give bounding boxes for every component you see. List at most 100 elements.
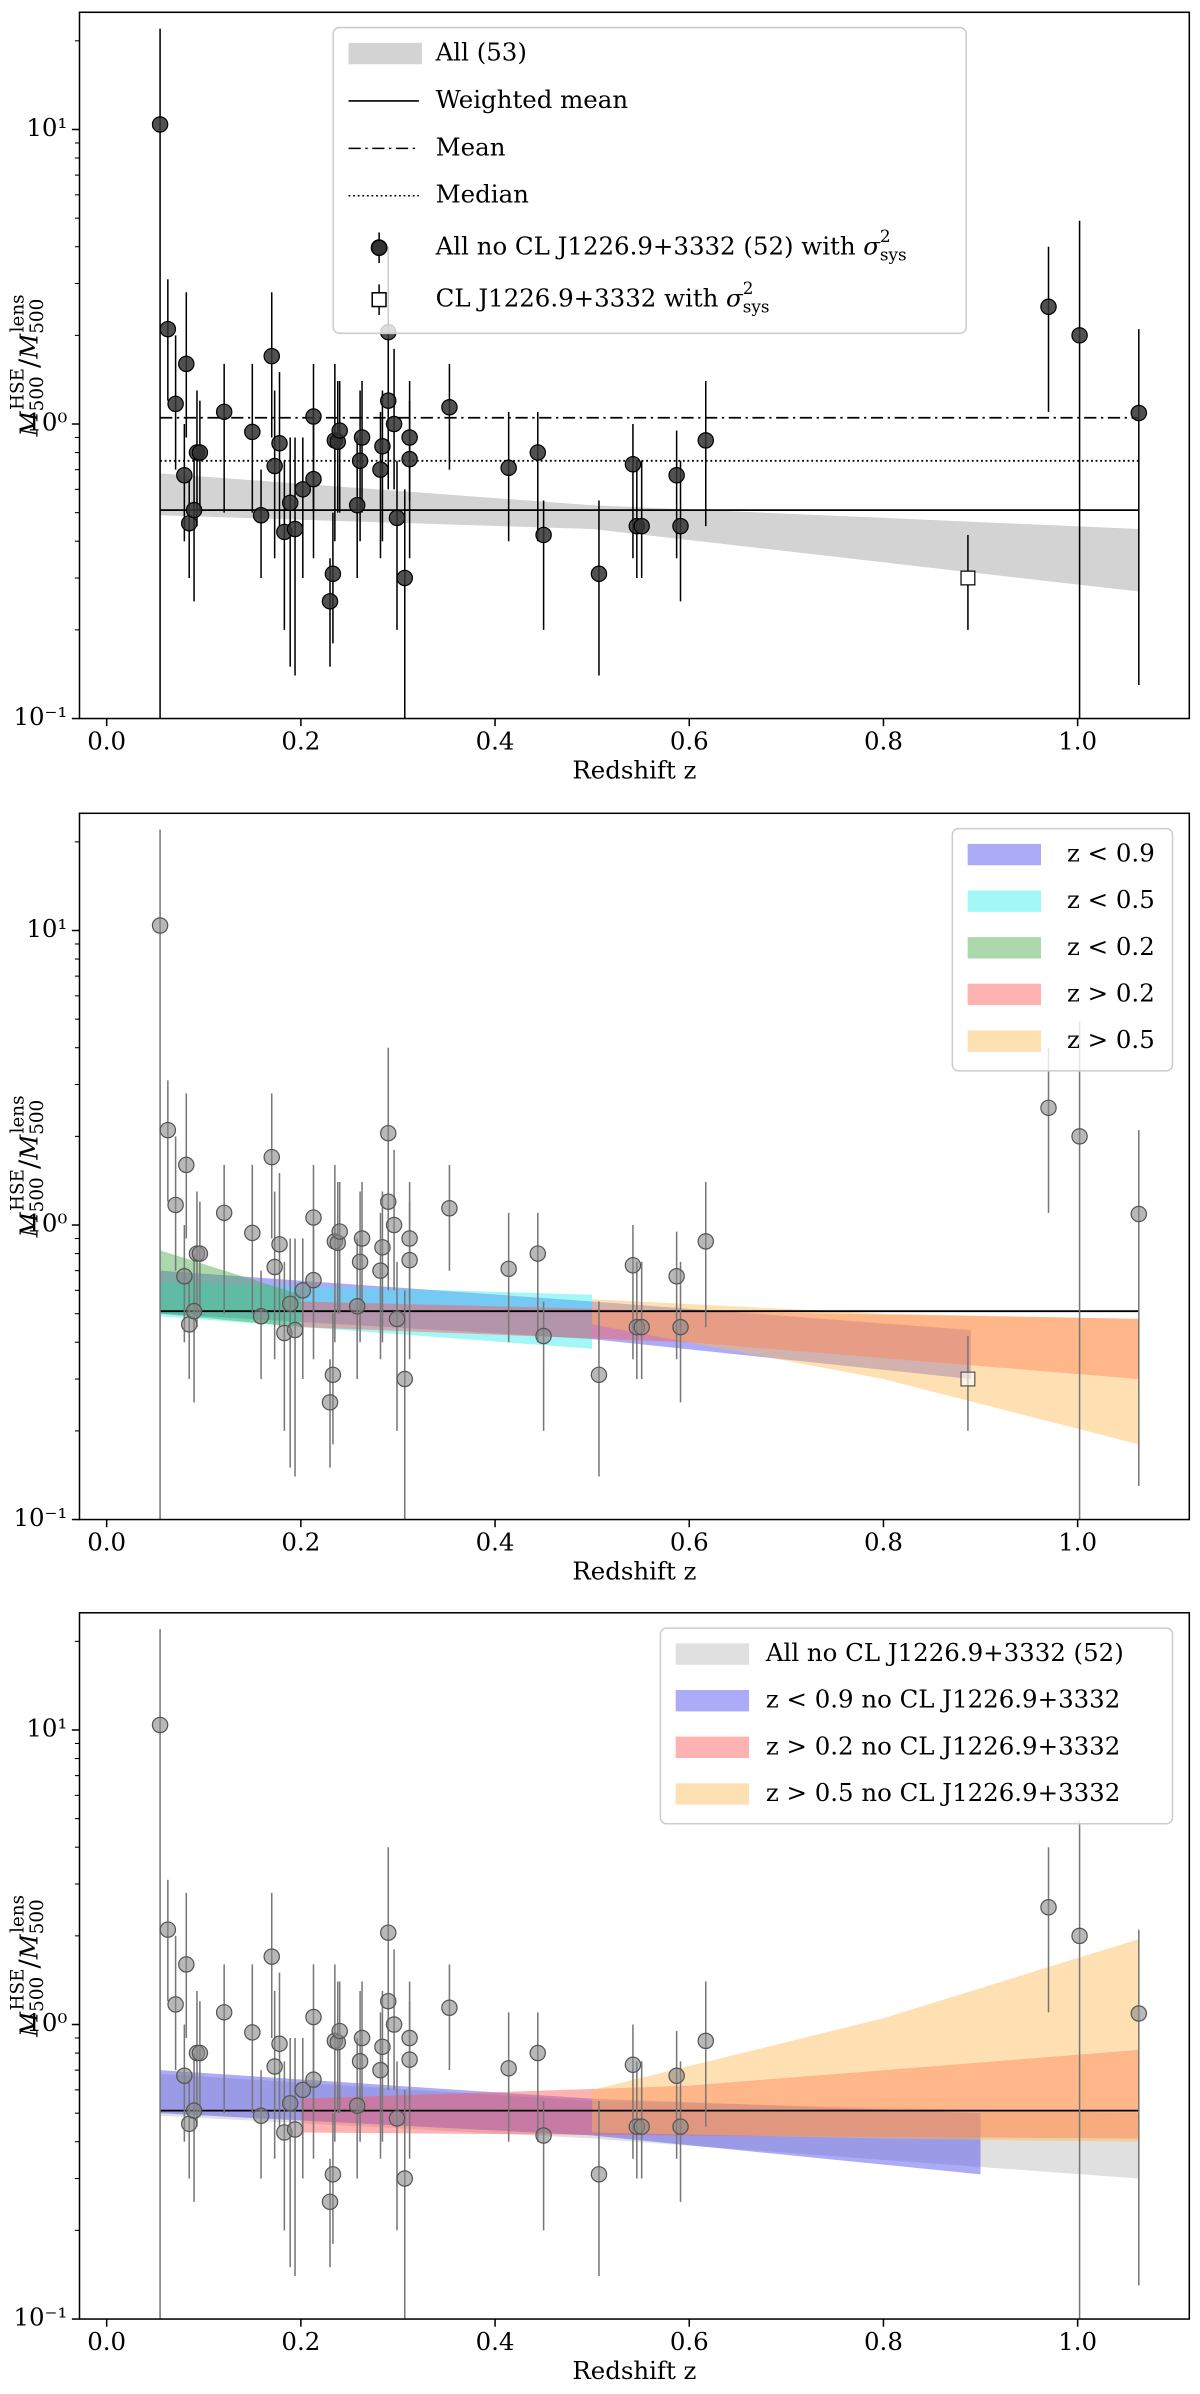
- point: [244, 423, 261, 441]
- point: [441, 1200, 458, 1217]
- x-tick-label: 0.6: [670, 1528, 709, 1557]
- point: [668, 1267, 685, 1285]
- point: [388, 2110, 406, 2127]
- point: [266, 2058, 283, 2075]
- x-tick-label: 0.8: [864, 2327, 903, 2356]
- point: [535, 1327, 552, 1345]
- point: [263, 347, 280, 365]
- axes-frame: [78, 11, 1191, 720]
- band: [592, 1939, 1139, 2142]
- y-tick-label: 10⁰: [26, 408, 67, 437]
- x-tick-label: 1.0: [1058, 726, 1097, 755]
- point: [271, 435, 288, 452]
- x-tick-label: 0.4: [476, 2327, 515, 2356]
- point: [263, 1148, 280, 1166]
- legend-swatch: [967, 890, 1042, 912]
- text-part: 500: [27, 1177, 48, 1212]
- y-tick-label: 10⁻¹: [13, 1503, 67, 1532]
- point: [348, 496, 366, 514]
- x-tick-label: 0.8: [864, 1528, 903, 1557]
- x-tick-label: 1.0: [1058, 1528, 1097, 1557]
- legend-label: All (53): [435, 37, 527, 66]
- legend-swatch: [967, 843, 1042, 866]
- text-part: 2: [880, 226, 891, 246]
- point: [672, 1318, 689, 1336]
- point: [624, 456, 642, 473]
- point: [590, 1366, 608, 1384]
- point: [215, 403, 233, 421]
- point: [305, 1271, 322, 1289]
- point: [353, 2029, 371, 2047]
- y-tick-label: 10¹: [26, 1713, 67, 1742]
- legend-swatch: [967, 983, 1042, 1006]
- text-part: 500: [27, 1977, 48, 2012]
- text-part: lens: [7, 294, 28, 332]
- x-axis-label: Redshift z: [572, 2356, 696, 2385]
- legend-label: Median: [436, 179, 530, 208]
- x-tick-label: 0.0: [87, 726, 126, 755]
- legend-swatch: [348, 42, 422, 65]
- legend-swatch: [967, 937, 1042, 959]
- text-part: 2: [743, 277, 754, 297]
- text-part: sys: [743, 296, 770, 316]
- legend-box: [332, 26, 967, 335]
- point: [697, 432, 715, 449]
- legend-swatch: [675, 1783, 750, 1805]
- text-part: Weighted mean: [436, 84, 629, 113]
- point: [321, 593, 339, 610]
- legend-swatch: [370, 239, 388, 257]
- legend-label: Mean: [436, 132, 506, 161]
- point: [372, 1262, 389, 1279]
- legend-swatch: [675, 1643, 750, 1665]
- plot-area: [151, 829, 1148, 1520]
- y-tick-label: 10⁰: [26, 1209, 67, 1238]
- point: [191, 1245, 209, 1262]
- point: [151, 917, 169, 934]
- text-part: /: [13, 358, 45, 368]
- text-part: sys: [880, 244, 907, 264]
- point: [215, 2004, 233, 2021]
- point: [388, 509, 406, 527]
- point: [380, 1924, 397, 1941]
- text-part: 500: [27, 299, 48, 334]
- point: [396, 1370, 414, 1388]
- x-tick-label: 0.6: [670, 2327, 709, 2356]
- point: [348, 1297, 366, 1315]
- point: [441, 1999, 458, 2017]
- point: [321, 2193, 339, 2211]
- point: [960, 570, 976, 586]
- point: [281, 1295, 299, 1313]
- band: [300, 2049, 1139, 2139]
- point: [252, 506, 270, 524]
- legend-label: Weighted mean: [436, 84, 629, 113]
- point: [535, 2127, 552, 2144]
- point: [385, 1216, 403, 1234]
- point: [385, 415, 403, 433]
- text-part: HSE: [7, 1169, 28, 1211]
- point: [305, 408, 322, 425]
- point: [351, 2053, 369, 2070]
- point: [374, 2038, 391, 2056]
- point: [401, 2051, 418, 2068]
- point: [294, 481, 312, 498]
- point: [396, 2170, 414, 2187]
- text-part: 500: [27, 1899, 48, 1934]
- text-part: z > 0.5: [1067, 1025, 1155, 1054]
- point: [252, 1308, 270, 1325]
- text-part: σ: [726, 283, 744, 312]
- point: [668, 2067, 685, 2084]
- legend: All no CL J1226.9+3332 (52) z < 0.9 no CL…: [659, 1627, 1174, 1825]
- y-tick-label: 10⁻¹: [13, 2303, 67, 2332]
- point: [215, 1204, 233, 1222]
- point: [305, 2008, 322, 2026]
- text-part: lens: [7, 1095, 28, 1133]
- point: [351, 1253, 369, 1271]
- text-part: M: [14, 1134, 43, 1161]
- legend-box: [951, 827, 1174, 1072]
- point: [331, 1223, 348, 1240]
- point: [960, 1371, 976, 1387]
- legend-label: z < 0.9 no CL J1226.9+3332: [766, 1684, 1120, 1713]
